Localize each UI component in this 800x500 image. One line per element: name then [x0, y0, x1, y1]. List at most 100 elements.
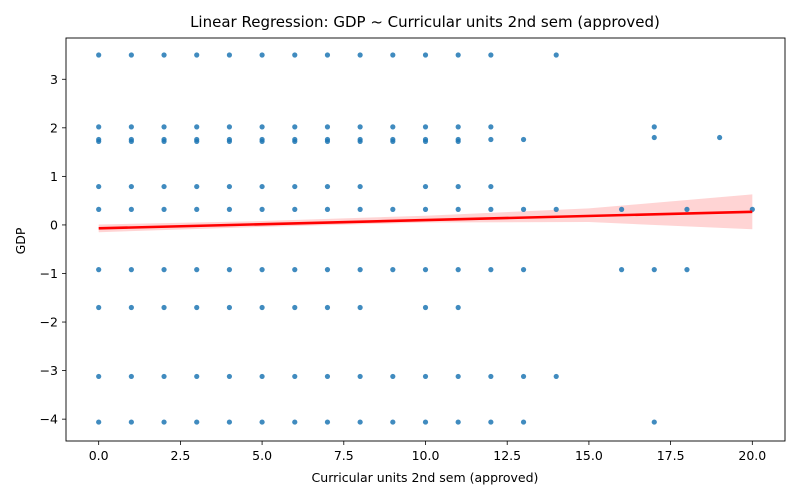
scatter-point	[422, 206, 429, 212]
scatter-point	[292, 419, 298, 425]
scatter-point	[357, 138, 363, 145]
scatter-point	[259, 373, 265, 380]
scatter-point	[455, 183, 461, 190]
scatter-point	[226, 304, 233, 311]
scatter-point	[194, 206, 200, 212]
scatter-point	[292, 124, 298, 130]
scatter-point	[684, 267, 690, 273]
scatter-point	[194, 373, 200, 380]
scatter-point	[292, 138, 298, 145]
scatter-point	[488, 136, 494, 143]
scatter-point	[651, 267, 657, 273]
scatter-point	[292, 52, 298, 58]
scatter-point	[455, 419, 461, 425]
scatter-point	[96, 419, 102, 425]
scatter-point	[618, 267, 625, 273]
scatter-point	[357, 206, 363, 212]
scatter-point	[292, 206, 298, 212]
scatter-point	[226, 419, 233, 425]
x-tick-label: 10.0	[412, 448, 440, 463]
scatter-point	[488, 267, 494, 273]
scatter-point	[390, 52, 396, 58]
x-tick-label: 2.5	[170, 448, 190, 463]
scatter-point	[259, 206, 265, 212]
scatter-point	[520, 136, 527, 143]
scatter-point	[390, 138, 396, 145]
scatter-point	[161, 304, 167, 311]
scatter-point	[128, 373, 134, 380]
scatter-point	[194, 419, 200, 425]
scatter-point	[226, 267, 233, 273]
scatter-point	[128, 183, 134, 190]
y-tick-label: 1	[50, 169, 58, 184]
scatter-point	[357, 304, 363, 311]
scatter-point	[684, 206, 690, 212]
scatter-point	[390, 419, 396, 425]
x-tick-label: 15.0	[575, 448, 603, 463]
scatter-point	[553, 52, 559, 58]
scatter-point	[194, 138, 200, 145]
scatter-point	[161, 206, 167, 212]
scatter-point	[651, 419, 657, 425]
scatter-point	[553, 373, 559, 380]
x-tick-label: 0.0	[89, 448, 109, 463]
plot-area	[96, 52, 755, 425]
x-tick-label: 7.5	[334, 448, 354, 463]
y-tick-label: −4	[40, 412, 58, 427]
scatter-point	[488, 419, 494, 425]
scatter-point	[226, 183, 233, 190]
confidence-band-layer	[98, 194, 753, 233]
y-tick-label: 2	[50, 120, 58, 135]
scatter-point	[455, 373, 461, 380]
scatter-point	[324, 267, 331, 273]
chart-title: Linear Regression: GDP ~ Curricular unit…	[190, 13, 660, 31]
x-axis: 0.0 2.5 5.0 7.5 10.0 12.5 15.0 17.5 20.0	[89, 441, 766, 463]
scatter-point	[161, 124, 167, 130]
scatter-point	[259, 267, 265, 273]
scatter-point	[455, 138, 461, 145]
scatter-point	[128, 206, 134, 212]
scatter-point	[422, 138, 429, 145]
scatter-point	[520, 373, 527, 380]
scatter-point	[292, 267, 298, 273]
scatter-point	[422, 304, 429, 311]
scatter-point	[292, 183, 298, 190]
scatter-point	[422, 419, 429, 425]
scatter-point	[390, 124, 396, 130]
scatter-point	[194, 304, 200, 311]
scatter-point	[618, 206, 625, 212]
x-tick-label: 20.0	[738, 448, 766, 463]
scatter-point	[357, 52, 363, 58]
scatter-point	[128, 124, 134, 130]
scatter-point	[455, 304, 461, 311]
scatter-point	[96, 206, 102, 212]
scatter-point	[553, 206, 559, 212]
scatter-point	[128, 304, 134, 311]
y-axis-label: GDP	[13, 227, 28, 254]
scatter-point	[717, 134, 723, 141]
scatter-point	[488, 183, 494, 190]
scatter-point	[128, 419, 134, 425]
scatter-point	[357, 183, 363, 190]
scatter-point	[259, 304, 265, 311]
y-tick-label: 0	[50, 217, 58, 232]
scatter-point	[324, 183, 331, 190]
scatter-point	[488, 206, 494, 212]
scatter-point	[455, 267, 461, 273]
y-tick-label: −1	[40, 266, 58, 281]
scatter-point	[259, 138, 265, 145]
y-axis: −4 −3 −2 −1 0 1 2 3	[40, 72, 66, 427]
scatter-point	[96, 304, 102, 311]
scatter-point	[324, 124, 331, 130]
scatter-point	[128, 267, 134, 273]
scatter-point	[455, 124, 461, 130]
scatter-point	[422, 124, 429, 130]
scatter-point	[194, 52, 200, 58]
scatter-point	[226, 124, 233, 130]
scatter-point	[488, 373, 494, 380]
scatter-point	[520, 206, 527, 212]
scatter-point	[324, 419, 331, 425]
scatter-point	[259, 183, 265, 190]
